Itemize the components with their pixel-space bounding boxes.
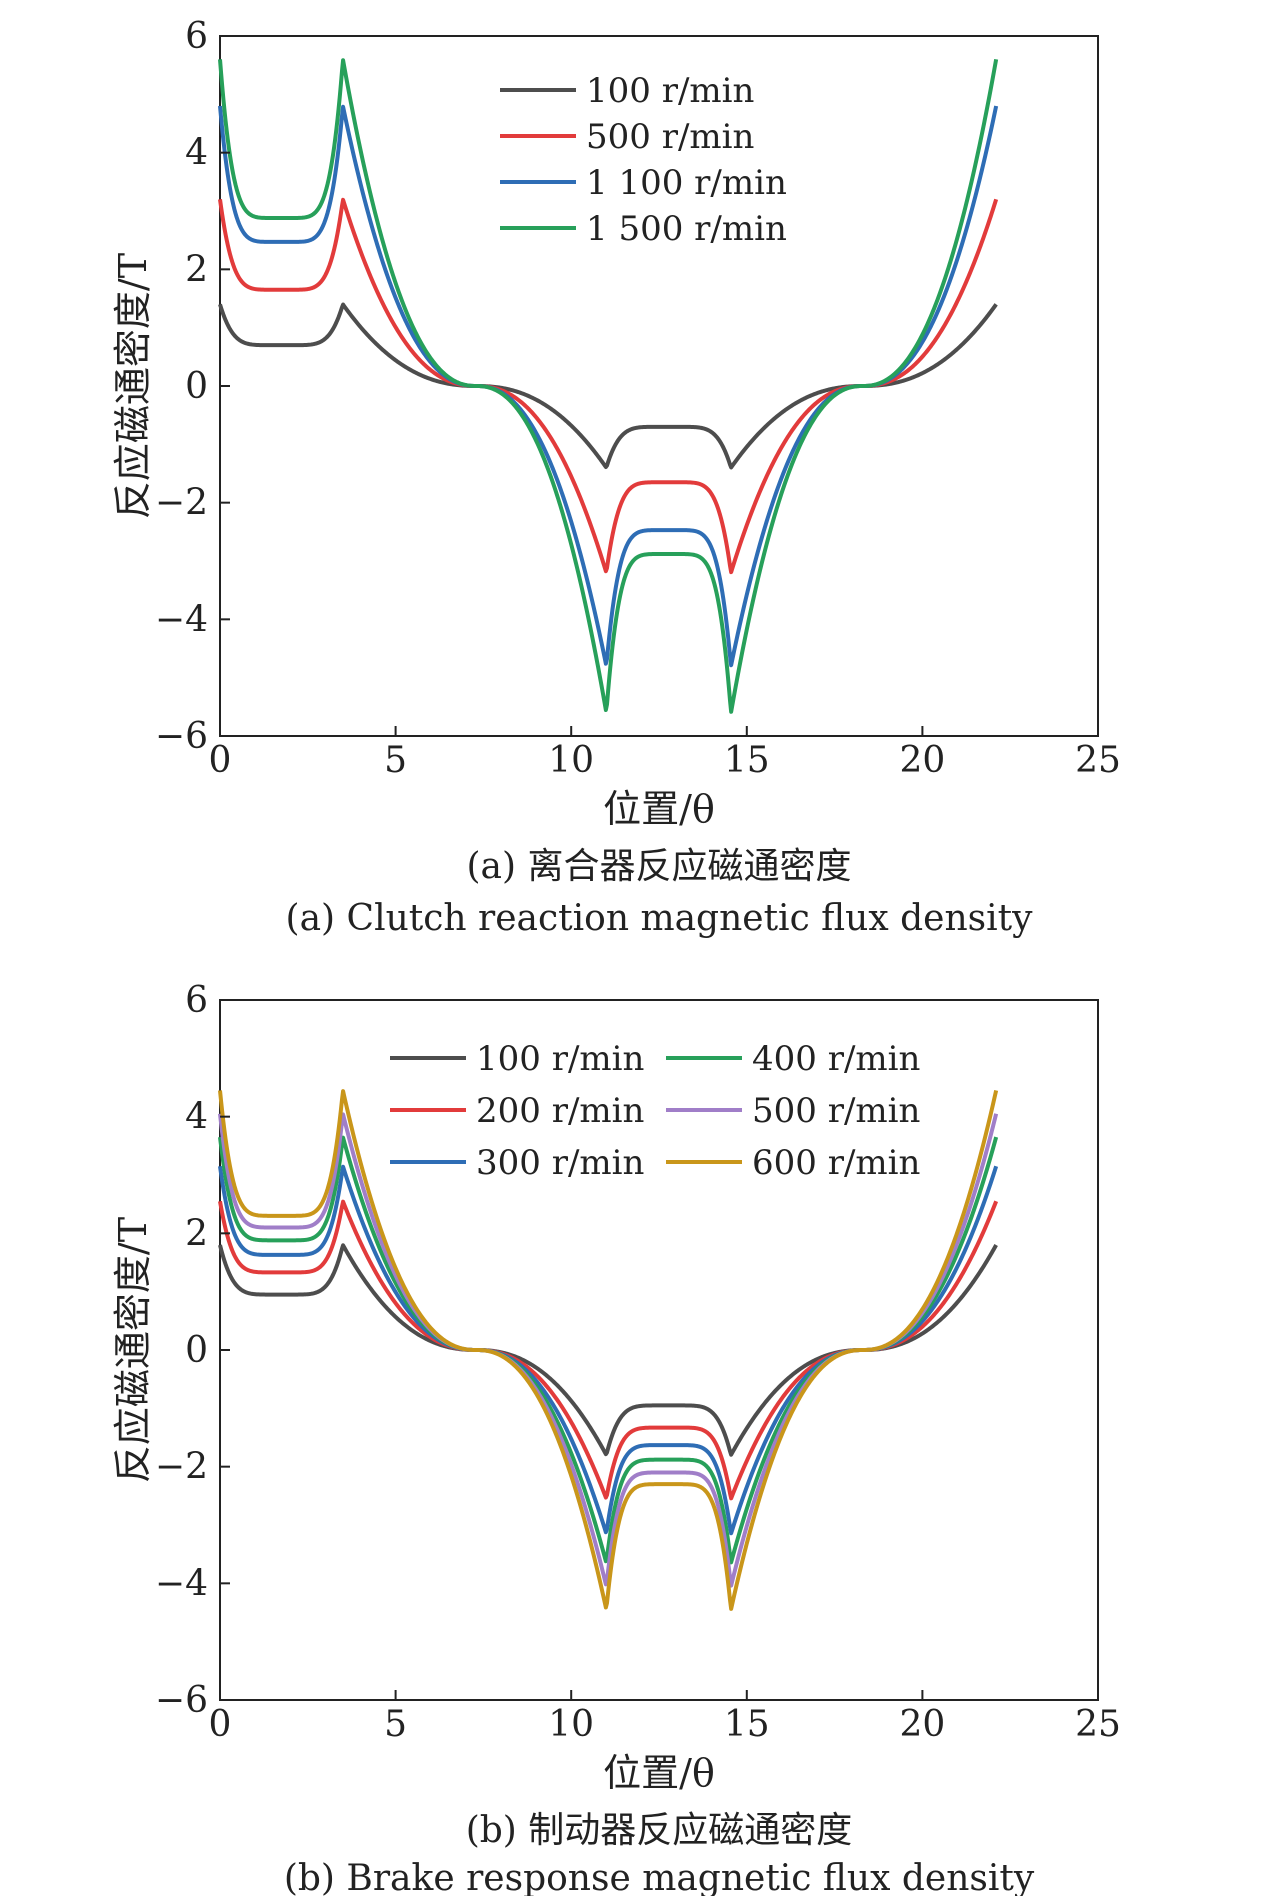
x-axis-label-a: 位置/θ — [603, 787, 715, 831]
legend-label: 300 r/min — [476, 1143, 644, 1183]
series-line-4 — [218, 58, 999, 714]
x-tick-label: 20 — [899, 1704, 945, 1745]
y-axis-label-a: 反应磁通密度/T — [111, 253, 155, 519]
ticks-group-a: 0 5 10 15 20 25 −6 −4 −2 0 2 4 6 — [155, 16, 1121, 781]
y-tick-label: −6 — [155, 716, 208, 757]
series-line-6 — [218, 1089, 999, 1611]
caption-cn-a: (a) 离合器反应磁通密度 — [467, 846, 852, 887]
legend-a: 100 r/min 500 r/min 1 100 r/min 1 500 r/min — [500, 71, 787, 249]
legend-label: 400 r/min — [752, 1039, 920, 1079]
legend-b: 100 r/min 200 r/min 300 r/min 400 r/min 500 … — [390, 1039, 920, 1183]
y-tick-label: −2 — [155, 483, 208, 524]
y-tick-label: −6 — [155, 1680, 208, 1721]
y-tick-label: −2 — [155, 1447, 208, 1488]
y-tick-label: 4 — [185, 1097, 208, 1138]
legend-label: 600 r/min — [752, 1143, 920, 1183]
series-group-a — [218, 58, 999, 714]
x-tick-label: 15 — [724, 740, 770, 781]
legend-label: 500 r/min — [586, 117, 754, 157]
legend-label: 1 500 r/min — [586, 209, 787, 249]
y-tick-label: −4 — [155, 1563, 208, 1604]
x-tick-label: 10 — [548, 740, 594, 781]
ticks-group-b: 0 5 10 15 20 25 −6 −4 −2 0 2 4 6 — [155, 980, 1121, 1745]
x-tick-label: 15 — [724, 1704, 770, 1745]
x-tick-label: 25 — [1075, 1704, 1121, 1745]
plot-frame-b — [219, 999, 1099, 1701]
caption-en-b: (b) Brake response magnetic flux density — [284, 1858, 1035, 1896]
caption-cn-b: (b) 制动器反应磁通密度 — [466, 1810, 853, 1851]
legend-label: 1 100 r/min — [586, 163, 787, 203]
y-tick-label: 2 — [185, 1213, 208, 1254]
y-tick-label: 4 — [185, 133, 208, 174]
x-tick-label: 5 — [384, 740, 407, 781]
x-axis-label-b: 位置/θ — [603, 1751, 715, 1795]
x-tick-label: 5 — [384, 1704, 407, 1745]
x-tick-label: 10 — [548, 1704, 594, 1745]
y-axis-label-b: 反应磁通密度/T — [111, 1217, 155, 1483]
y-tick-label: 0 — [185, 1330, 208, 1371]
series-group-b — [218, 1089, 999, 1611]
x-tick-label: 20 — [899, 740, 945, 781]
y-tick-label: 6 — [185, 16, 208, 57]
y-tick-label: −4 — [155, 599, 208, 640]
x-tick-label: 0 — [209, 1704, 232, 1745]
y-tick-label: 6 — [185, 980, 208, 1021]
legend-label: 500 r/min — [752, 1091, 920, 1131]
x-tick-label: 25 — [1075, 740, 1121, 781]
x-tick-label: 0 — [209, 740, 232, 781]
y-tick-label: 0 — [185, 366, 208, 407]
legend-label: 100 r/min — [476, 1039, 644, 1079]
y-tick-label: 2 — [185, 249, 208, 290]
legend-label: 200 r/min — [476, 1091, 644, 1131]
caption-en-a: (a) Clutch reaction magnetic flux densit… — [286, 898, 1034, 939]
series-line-2 — [218, 197, 999, 575]
legend-label: 100 r/min — [586, 71, 754, 111]
chart-b: 0 5 10 15 20 25 −6 −4 −2 0 2 4 6 100 r/min 200 r/min 3… — [111, 980, 1121, 1896]
